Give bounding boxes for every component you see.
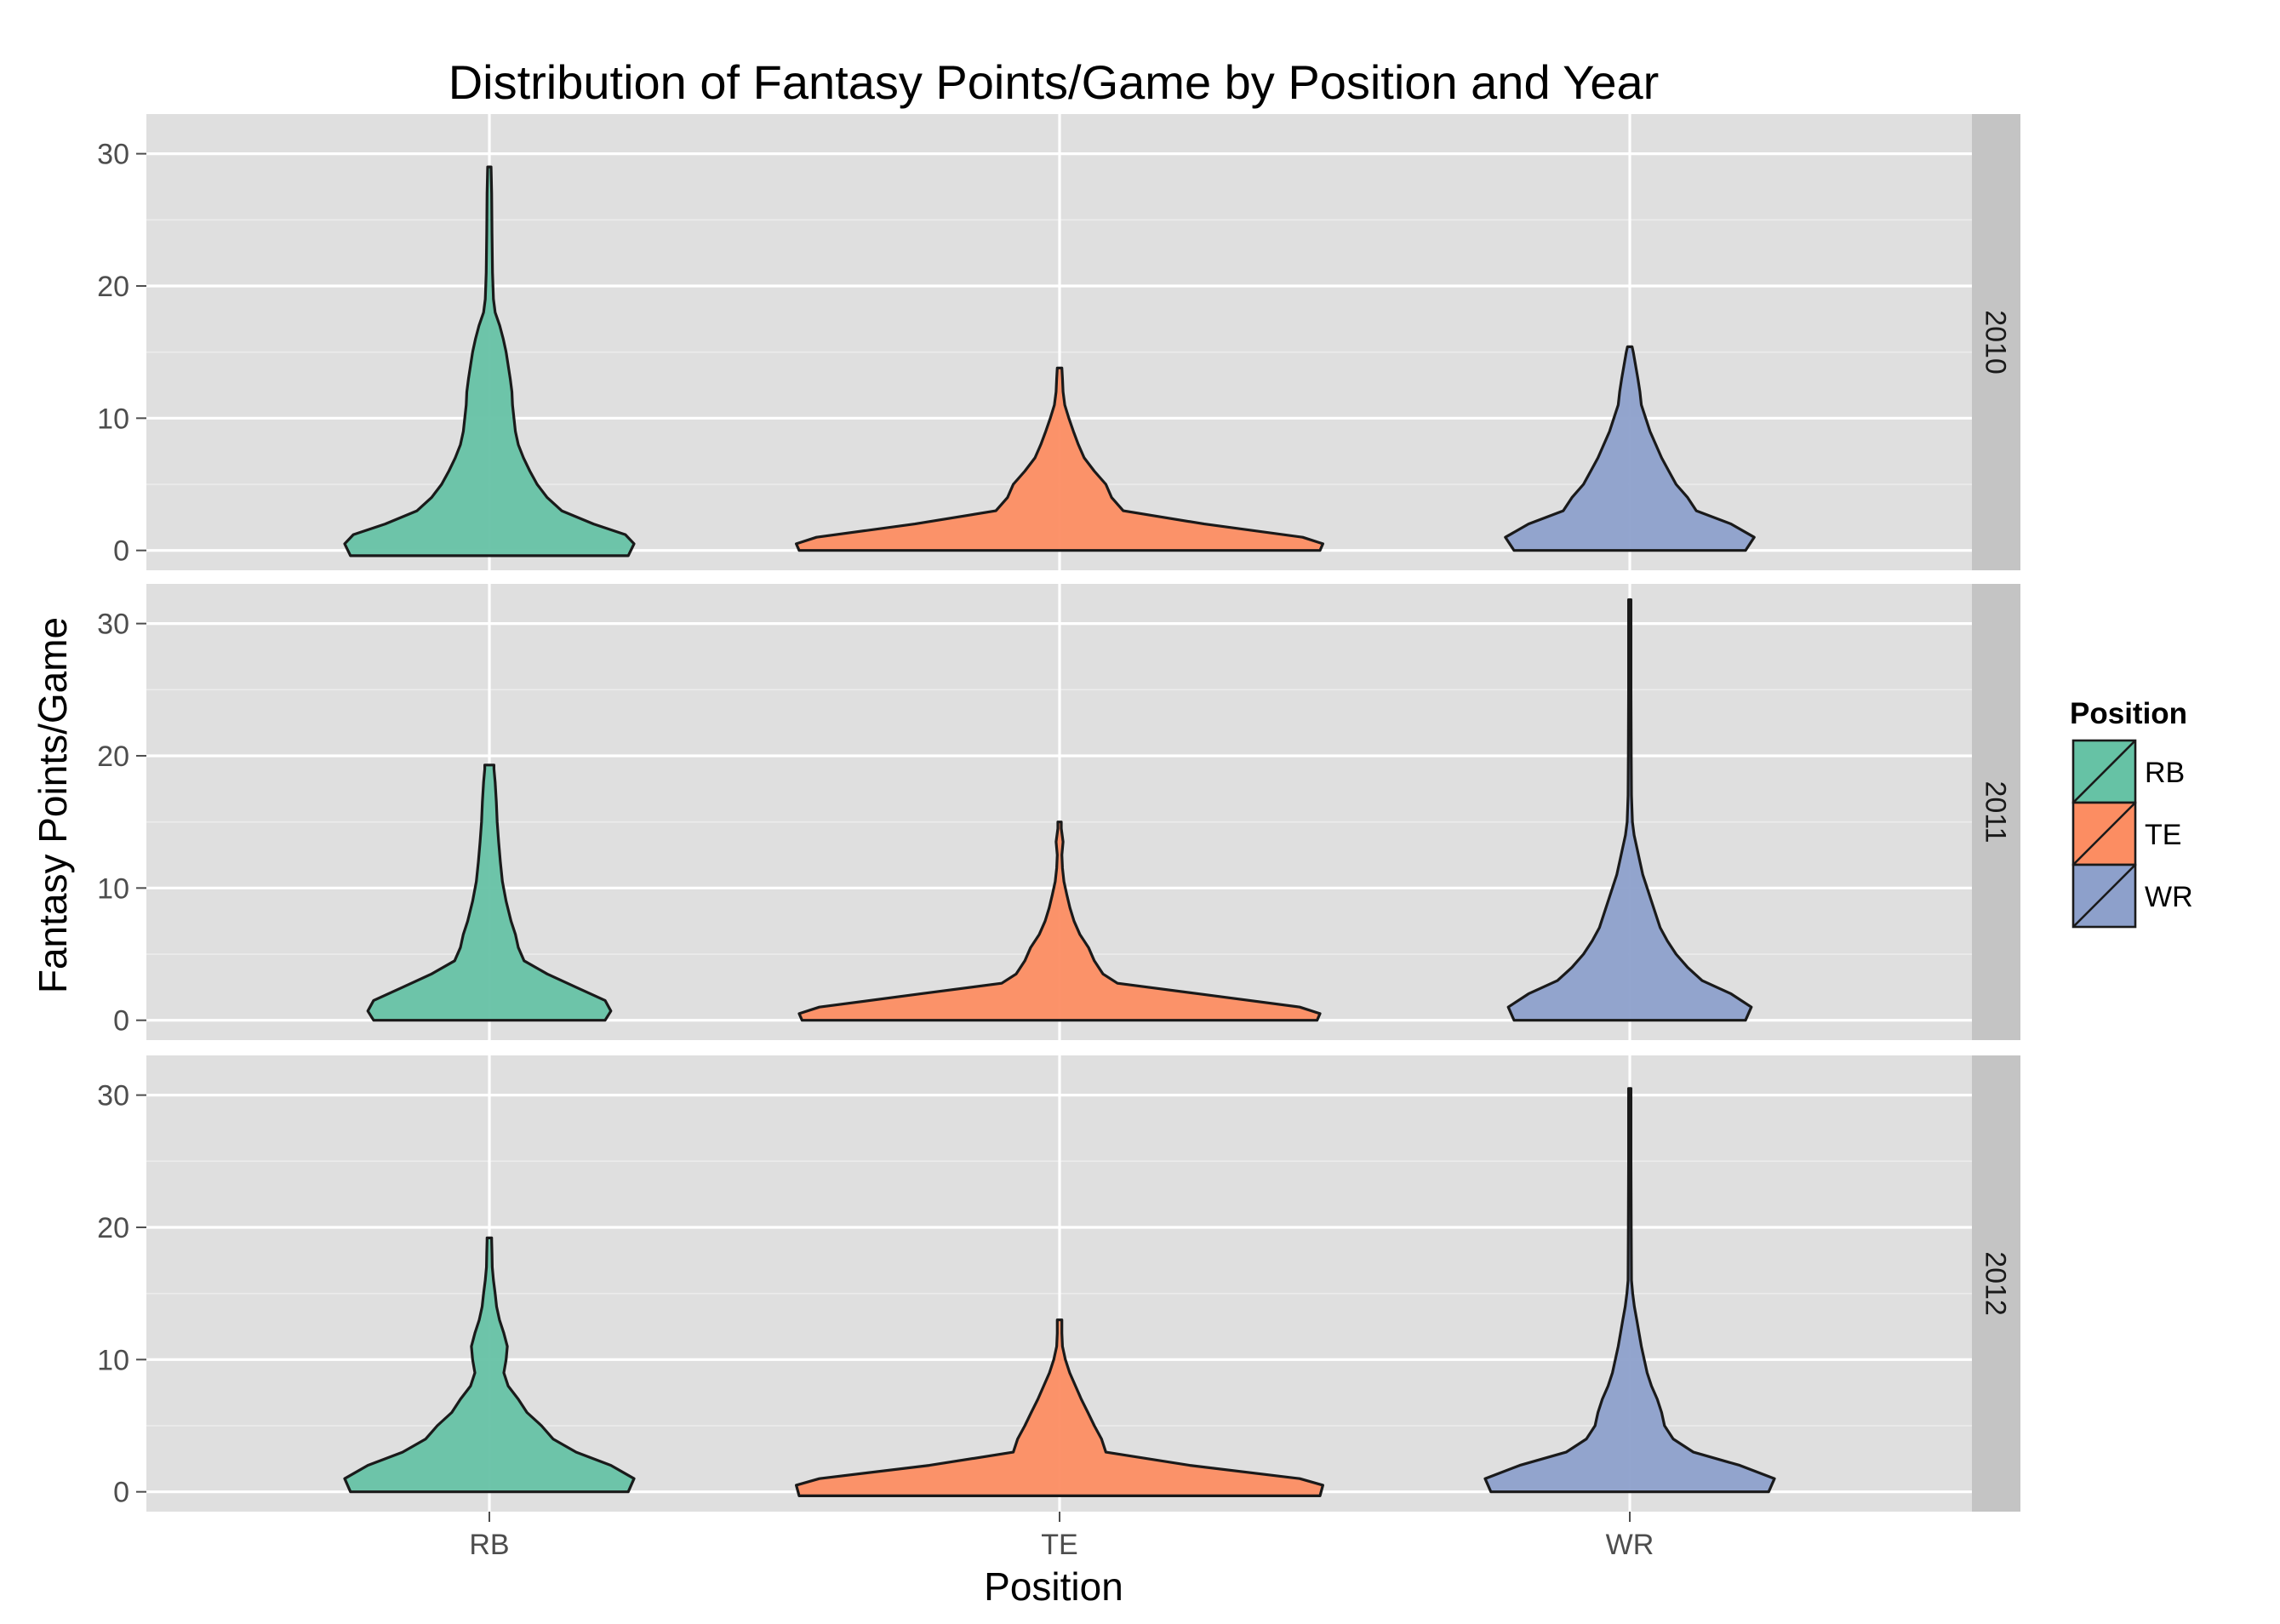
violin-wr-2010 <box>1504 345 1756 552</box>
x-tick-label-rb: RB <box>469 1529 509 1561</box>
legend-key-diagonal <box>2072 864 2136 928</box>
facet-panel-2010: 0 10 20 30 2010 <box>97 114 2020 570</box>
violin-te-2011 <box>797 821 1322 1022</box>
facet-strip-label: 2010 <box>1980 310 2012 375</box>
y-tick-label: 0 <box>113 1005 129 1038</box>
facet-strip <box>1972 584 2020 1040</box>
x-tick-label-te: TE <box>1041 1529 1077 1561</box>
violin-te-2012 <box>795 1318 1324 1497</box>
violin-rb-2012 <box>343 1236 636 1494</box>
violin-wr-2011 <box>1506 598 1753 1022</box>
facet-strip <box>1972 114 2020 570</box>
y-tick-label: 20 <box>97 741 129 773</box>
violin-rb-2010 <box>343 165 636 558</box>
y-tick-label: 30 <box>97 1080 129 1112</box>
y-tick-label: 10 <box>97 403 129 435</box>
legend: Position RB TE WR <box>2070 697 2193 929</box>
violin-te-2010 <box>795 366 1324 552</box>
x-axis: RB TE WR <box>469 1512 1654 1561</box>
facet-strip-label: 2012 <box>1980 1251 2012 1316</box>
facet-strip-label: 2011 <box>1980 781 2012 843</box>
violin-wr-2012 <box>1483 1087 1776 1494</box>
y-tick-label: 10 <box>97 872 129 905</box>
y-tick-label: 20 <box>97 1212 129 1244</box>
y-tick-label: 0 <box>113 535 129 568</box>
legend-title: Position <box>2070 697 2187 730</box>
legend-label-te: TE <box>2145 819 2181 851</box>
chart-title: Distribution of Fantasy Points/Game by P… <box>449 55 1660 109</box>
legend-label-rb: RB <box>2145 757 2185 789</box>
violin-rb-2011 <box>366 763 613 1022</box>
x-axis-title: Position <box>984 1564 1123 1609</box>
y-tick-label: 30 <box>97 609 129 641</box>
legend-key-diagonal <box>2072 740 2136 803</box>
facet-panel-2012: 0 10 20 30 2012 <box>97 1055 2020 1512</box>
y-tick-label: 0 <box>113 1477 129 1509</box>
legend-label-wr: WR <box>2145 881 2193 913</box>
facet-panels: 0 10 20 30 2010 0 10 20 30 2011 0 10 20 30 2012 <box>97 114 2020 1512</box>
y-tick-label: 10 <box>97 1344 129 1376</box>
y-tick-label: 20 <box>97 271 129 303</box>
facet-strip <box>1972 1055 2020 1512</box>
legend-key-diagonal <box>2072 802 2136 866</box>
x-tick-label-wr: WR <box>1606 1529 1654 1561</box>
y-tick-label: 30 <box>97 139 129 171</box>
facet-panel-2011: 0 10 20 30 2011 <box>97 584 2020 1040</box>
y-axis-title: Fantasy Points/Game <box>31 617 75 993</box>
